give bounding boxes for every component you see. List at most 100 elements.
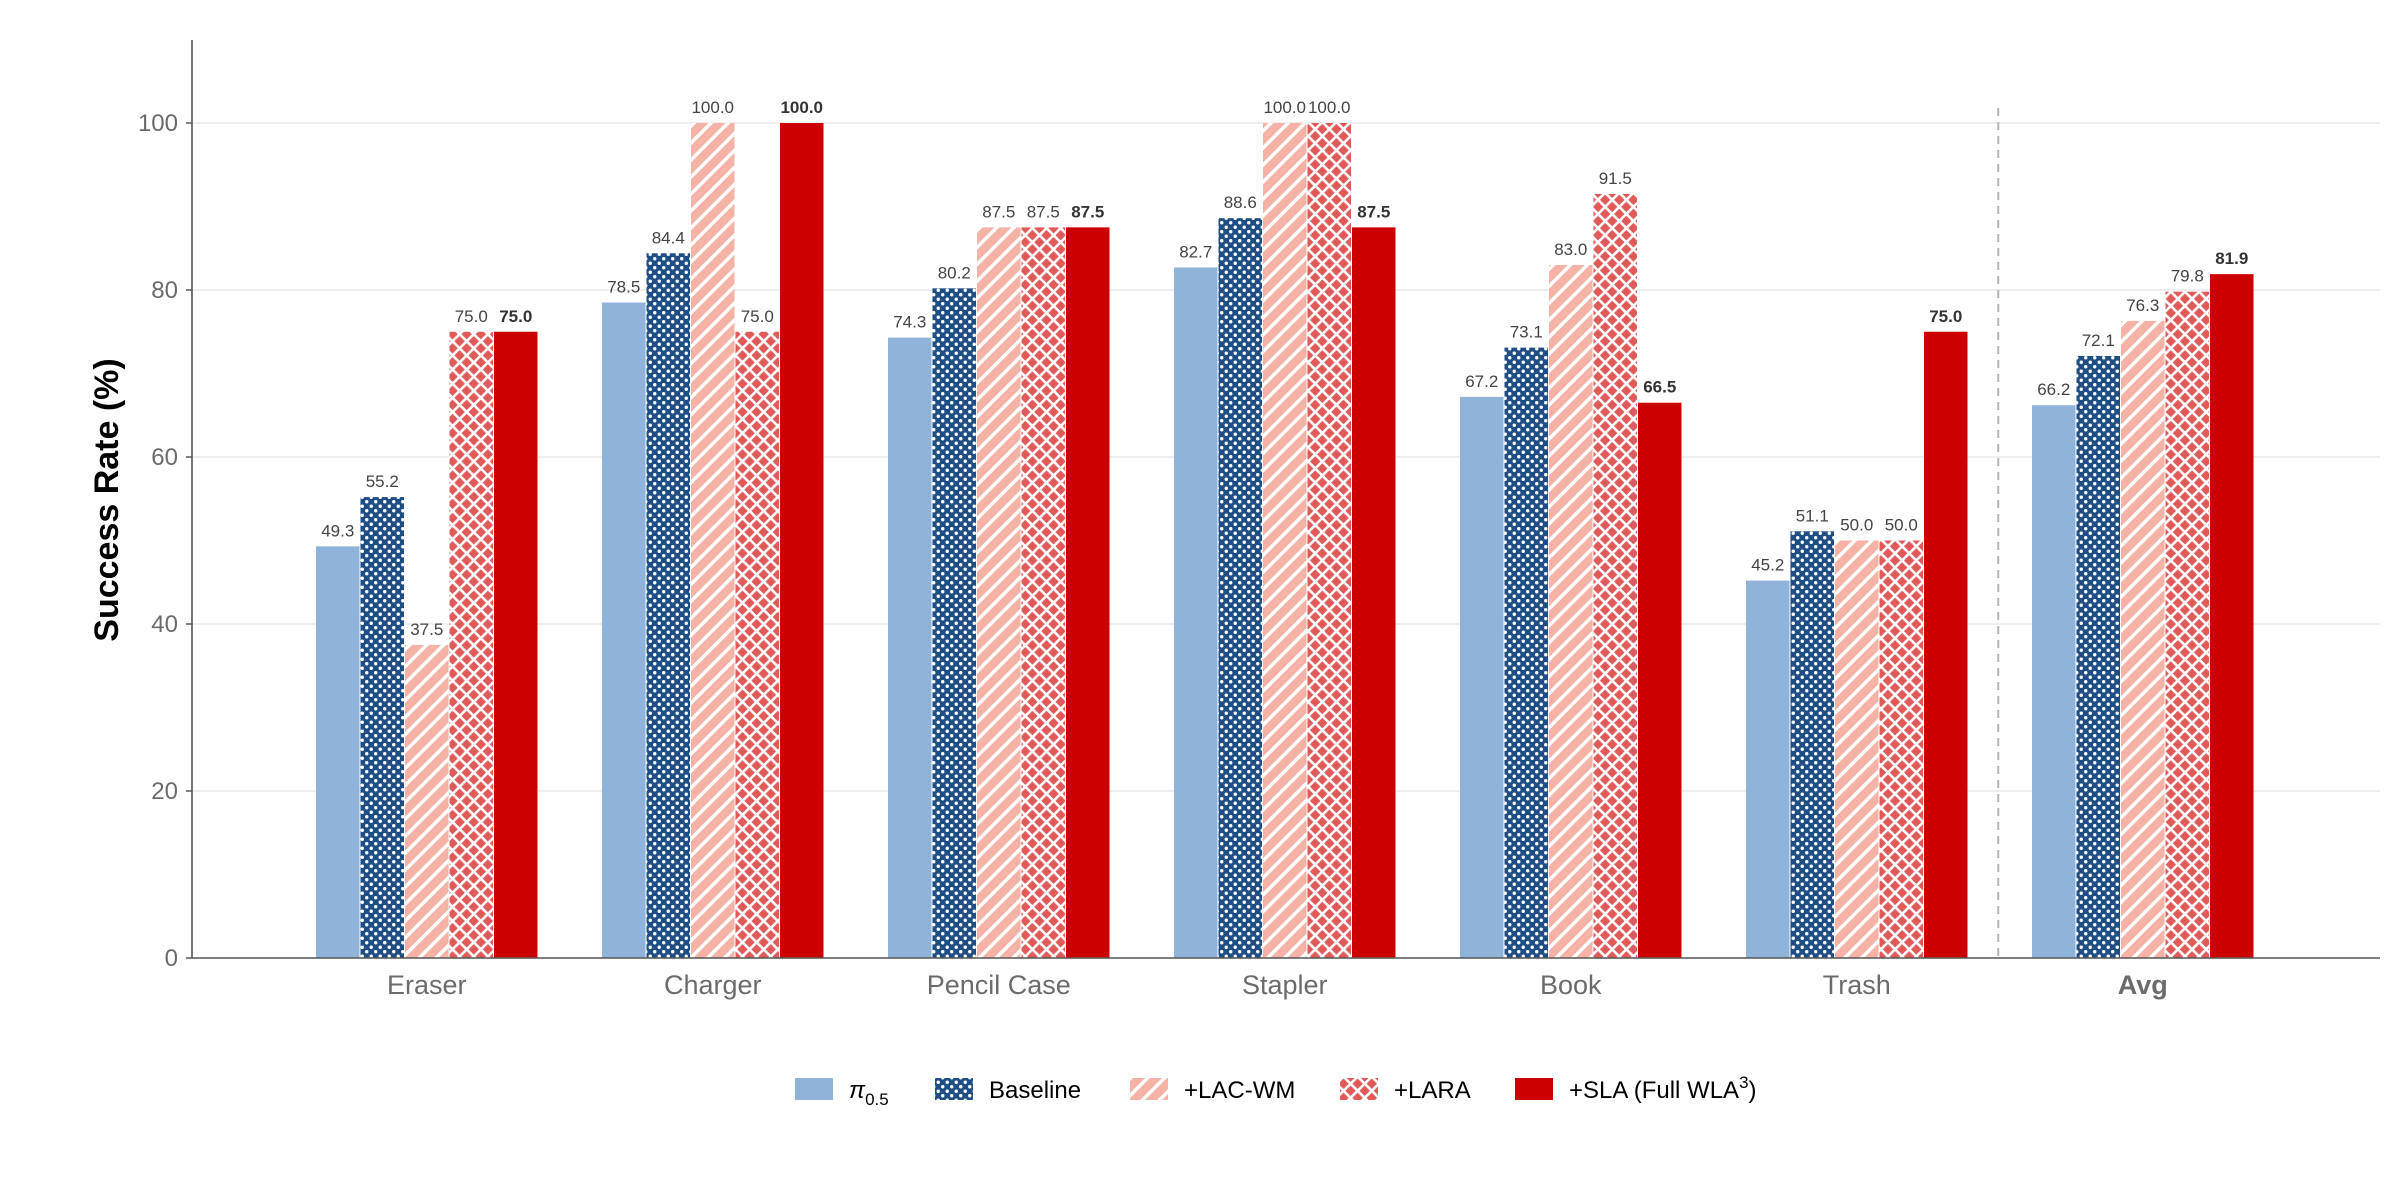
bar bbox=[360, 497, 404, 958]
bar-value-label: 83.0 bbox=[1554, 240, 1587, 259]
bar-value-label: 100.0 bbox=[691, 98, 734, 117]
legend: π0.5 Baseline +LAC-WM +LARA +SLA (Full WLA3) bbox=[795, 1073, 1757, 1109]
bar-value-label: 76.3 bbox=[2126, 296, 2159, 315]
bar-value-label: 87.5 bbox=[1027, 202, 1060, 221]
bar bbox=[780, 123, 824, 958]
bar bbox=[1638, 402, 1682, 959]
y-axis-title: Success Rate (%) bbox=[88, 358, 126, 641]
bar bbox=[2121, 320, 2165, 958]
y-tick-label: 60 bbox=[151, 444, 178, 471]
bar bbox=[1549, 264, 1593, 958]
y-tick-label: 80 bbox=[151, 277, 178, 304]
bar-value-label: 72.1 bbox=[2082, 331, 2115, 350]
value-labels: 49.3 55.2 37.5 75.0 75.0 78.5 84.4 100.0 75.0 100… bbox=[321, 98, 2248, 639]
legend-label: +LAC-WM bbox=[1184, 1077, 1295, 1104]
bar bbox=[735, 331, 779, 958]
bar-value-label: 100.0 bbox=[1308, 98, 1351, 117]
bar-value-label: 75.0 bbox=[1929, 307, 1962, 326]
bar-value-label: 82.7 bbox=[1179, 242, 1212, 261]
bar bbox=[1593, 193, 1637, 959]
bar bbox=[316, 546, 360, 958]
bar-value-label: 75.0 bbox=[741, 307, 774, 326]
bar-value-label: 87.5 bbox=[1071, 202, 1104, 221]
bar bbox=[2032, 405, 2076, 959]
bar bbox=[932, 288, 976, 959]
bar bbox=[1460, 396, 1504, 958]
bar bbox=[449, 331, 493, 958]
bar bbox=[2076, 355, 2120, 959]
bar bbox=[1263, 123, 1307, 958]
bar-value-label: 75.0 bbox=[499, 307, 532, 326]
bars bbox=[316, 123, 2254, 959]
legend-swatch bbox=[1130, 1078, 1168, 1100]
bar-value-label: 45.2 bbox=[1751, 556, 1784, 575]
bar bbox=[888, 337, 932, 959]
legend-swatch bbox=[1340, 1078, 1378, 1100]
bar-value-label: 79.8 bbox=[2171, 267, 2204, 286]
bar bbox=[1218, 218, 1262, 958]
legend-label: +SLA (Full WLA3) bbox=[1569, 1073, 1757, 1104]
bar-value-label: 74.3 bbox=[893, 313, 926, 332]
bar bbox=[1307, 123, 1351, 958]
x-tick-label: Eraser bbox=[387, 970, 467, 1000]
bar-value-label: 87.5 bbox=[1357, 202, 1390, 221]
legend-label: π0.5 bbox=[849, 1077, 889, 1109]
bar-value-label: 50.0 bbox=[1885, 516, 1918, 535]
bar-value-label: 84.4 bbox=[652, 228, 685, 247]
bar bbox=[405, 644, 449, 958]
bar bbox=[1352, 227, 1396, 958]
bar bbox=[1746, 580, 1790, 958]
y-tick-label: 100 bbox=[138, 110, 178, 137]
bar-value-label: 67.2 bbox=[1465, 372, 1498, 391]
bar-value-label: 100.0 bbox=[780, 98, 823, 117]
bar bbox=[494, 331, 538, 958]
bar bbox=[977, 227, 1021, 958]
bar-value-label: 78.5 bbox=[607, 278, 640, 297]
bar-value-label: 75.0 bbox=[455, 307, 488, 326]
bar-value-label: 66.2 bbox=[2037, 380, 2070, 399]
bar bbox=[1790, 531, 1834, 958]
bar-value-label: 50.0 bbox=[1840, 516, 1873, 535]
bar-value-label: 37.5 bbox=[410, 620, 443, 639]
bar-value-label: 88.6 bbox=[1224, 193, 1257, 212]
legend-label: Baseline bbox=[989, 1077, 1081, 1104]
bar bbox=[1021, 227, 1065, 958]
legend-label: +LARA bbox=[1394, 1077, 1471, 1104]
bar-value-label: 87.5 bbox=[982, 202, 1015, 221]
x-tick-label: Stapler bbox=[1242, 970, 1328, 1000]
bar bbox=[646, 253, 690, 958]
bar bbox=[1504, 347, 1548, 958]
bar bbox=[1924, 331, 1968, 958]
x-tick-label: Pencil Case bbox=[927, 970, 1071, 1000]
legend-swatch bbox=[1515, 1078, 1553, 1100]
y-tick-label: 0 bbox=[165, 945, 178, 972]
bar-value-label: 55.2 bbox=[366, 472, 399, 491]
x-tick-label: Trash bbox=[1823, 970, 1891, 1000]
bar bbox=[1835, 540, 1879, 958]
bar-value-label: 80.2 bbox=[938, 263, 971, 282]
bar bbox=[602, 302, 646, 958]
x-tick-label: Book bbox=[1540, 970, 1602, 1000]
y-tick-label: 20 bbox=[151, 778, 178, 805]
bar bbox=[1879, 540, 1923, 958]
bar-value-label: 100.0 bbox=[1263, 98, 1306, 117]
legend-swatch bbox=[795, 1078, 833, 1100]
legend-swatch bbox=[935, 1078, 973, 1100]
bar-value-label: 49.3 bbox=[321, 521, 354, 540]
bar-value-label: 91.5 bbox=[1599, 169, 1632, 188]
bar bbox=[2210, 274, 2254, 958]
bar bbox=[691, 123, 735, 958]
y-tick-label: 40 bbox=[151, 611, 178, 638]
x-tick-label: Avg bbox=[2118, 970, 2168, 1000]
axes: 0 20 40 60 80 100 Success Rate (%) Eraser Charge… bbox=[88, 40, 2380, 1000]
bar bbox=[1066, 227, 1110, 958]
bar bbox=[1174, 267, 1218, 959]
bar-value-label: 81.9 bbox=[2215, 249, 2248, 268]
x-tick-label: Charger bbox=[664, 970, 762, 1000]
bar-value-label: 73.1 bbox=[1510, 323, 1543, 342]
bar-value-label: 66.5 bbox=[1643, 378, 1676, 397]
bar-value-label: 51.1 bbox=[1796, 506, 1829, 525]
bar bbox=[2165, 291, 2209, 958]
